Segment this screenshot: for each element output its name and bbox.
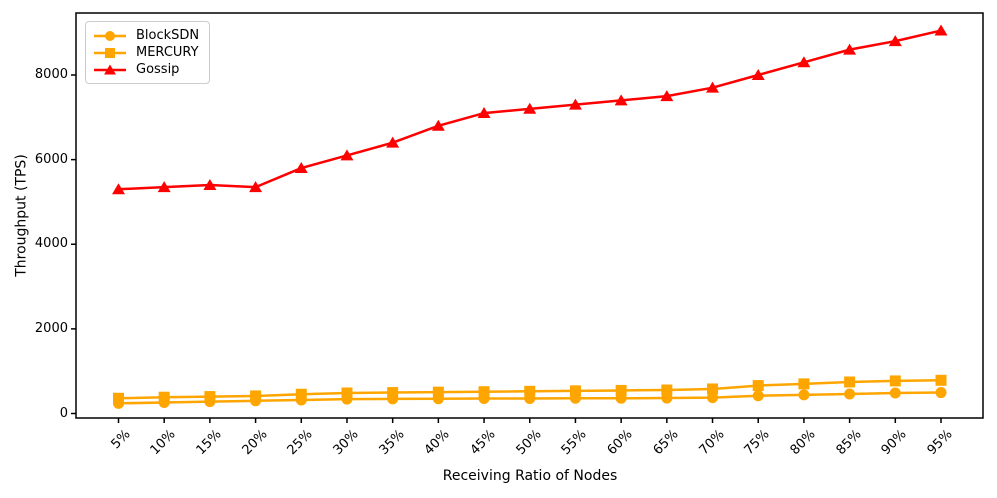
legend-label-gossip: Gossip xyxy=(136,62,180,77)
series-gossip xyxy=(112,24,948,195)
x-axis-title: Receiving Ratio of Nodes xyxy=(442,468,618,484)
y-tick-label: 4000 xyxy=(34,236,68,252)
mercury-marker xyxy=(935,374,947,386)
blocksdn-marker xyxy=(935,387,947,399)
gossip-marker xyxy=(294,162,308,174)
mercury-marker xyxy=(844,376,856,388)
y-tick-label: 2000 xyxy=(34,320,68,336)
mercury-marker xyxy=(432,386,444,398)
mercury-legend-marker xyxy=(105,47,115,58)
legend-item-gossip: Gossip xyxy=(93,61,199,78)
legend-label-blocksdn: BlockSDN xyxy=(136,28,200,43)
mercury-marker xyxy=(204,391,216,403)
gossip-marker xyxy=(157,181,171,193)
gossip-marker xyxy=(751,68,765,80)
gossip-legend-marker xyxy=(104,64,116,74)
mercury-marker xyxy=(341,387,353,399)
y-tick-label: 6000 xyxy=(34,151,68,167)
gossip-marker xyxy=(112,183,125,195)
gossip-marker xyxy=(568,98,582,110)
gossip-line-triangle-marker-icon xyxy=(94,64,126,74)
gossip-marker xyxy=(797,56,811,68)
mercury-marker xyxy=(889,375,901,387)
mercury-line-square-marker-icon xyxy=(94,47,126,58)
legend: BlockSDN MERCURY Gossip xyxy=(85,21,211,84)
gossip-marker xyxy=(431,119,445,131)
series-mercury xyxy=(113,374,947,404)
mercury-marker xyxy=(250,390,262,402)
gossip-marker xyxy=(203,178,217,190)
legend-label-mercury: MERCURY xyxy=(136,45,199,60)
blocksdn-marker xyxy=(844,388,856,400)
mercury-marker xyxy=(524,385,536,397)
mercury-marker xyxy=(661,384,673,396)
mercury-marker xyxy=(158,391,170,403)
mercury-marker xyxy=(569,385,581,397)
y-tick-label: 0 xyxy=(59,405,68,421)
mercury-marker xyxy=(752,380,764,392)
blocksdn-marker xyxy=(707,392,719,404)
gossip-marker xyxy=(340,149,354,161)
gossip-marker xyxy=(934,24,948,36)
legend-item-blocksdn: BlockSDN xyxy=(93,27,199,44)
gossip-marker xyxy=(477,107,491,119)
gossip-marker xyxy=(706,81,720,93)
gossip-marker xyxy=(660,90,674,102)
blocksdn-legend-marker xyxy=(105,30,115,41)
gossip-marker xyxy=(523,102,537,114)
legend-item-mercury: MERCURY xyxy=(93,44,199,61)
y-tick-label: 8000 xyxy=(34,67,68,82)
blocksdn-marker xyxy=(798,389,810,401)
axes-spines xyxy=(75,12,984,419)
gossip-marker xyxy=(614,94,628,106)
mercury-marker xyxy=(798,378,810,390)
gossip-marker xyxy=(888,35,902,47)
blocksdn-line-circle-marker-icon xyxy=(94,30,126,41)
mercury-marker xyxy=(113,392,124,404)
gossip-marker xyxy=(386,136,400,148)
blocksdn-marker xyxy=(752,390,764,402)
mercury-marker xyxy=(387,387,399,399)
gossip-marker xyxy=(249,181,263,193)
mercury-marker xyxy=(295,388,307,400)
mercury-marker xyxy=(478,386,490,398)
gossip-marker xyxy=(843,43,857,55)
blocksdn-marker xyxy=(889,387,901,399)
mercury-marker xyxy=(707,383,719,395)
mercury-marker xyxy=(615,384,627,396)
